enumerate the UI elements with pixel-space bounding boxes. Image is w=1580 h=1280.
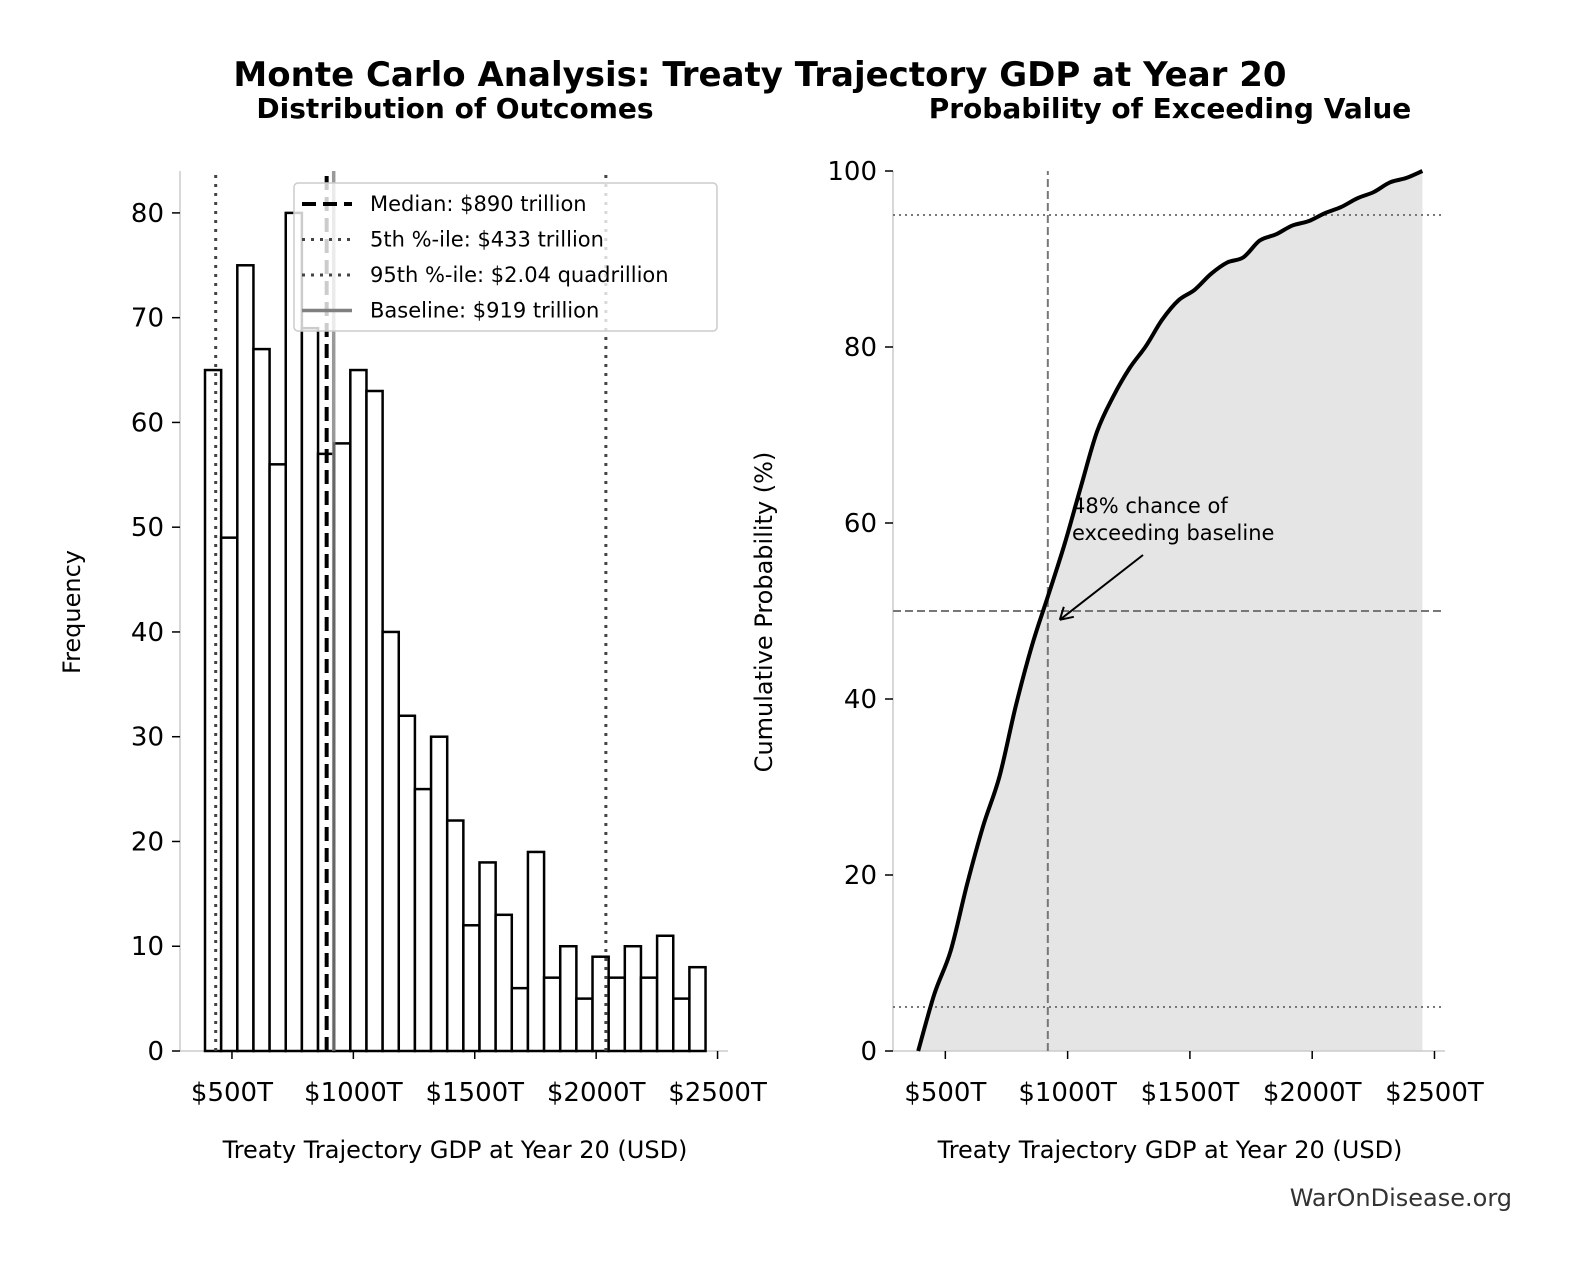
figure-title: Monte Carlo Analysis: Treaty Trajectory … [233, 55, 1286, 95]
histogram-bar [510, 986, 530, 1053]
annotation-arrow [1059, 554, 1144, 621]
histogram-bar [300, 326, 320, 1053]
legend-entry: Baseline: $919 trillion [370, 299, 599, 323]
cdf-panel: $500T $1000T $1500T $2000T $2500T 0 20 40 60 80 10… [827, 157, 1484, 1108]
legend-box [293, 182, 718, 332]
histogram-bar [284, 211, 304, 1053]
cdf-x-tick-label: $2500T [1385, 1078, 1484, 1108]
hist-x-tick-label: $500T [191, 1078, 273, 1108]
hist-y-tick-label: 70 [131, 304, 164, 334]
cdf-y-tick-label: 100 [827, 157, 877, 187]
legend-entry: 95th %-ile: $2.04 quadrillion [370, 263, 669, 287]
histogram-bar [655, 934, 675, 1053]
histogram-bar [478, 861, 497, 1053]
histogram-bar [494, 913, 514, 1053]
histogram-bar [219, 536, 239, 1053]
right-subtitle: Probability of Exceeding Value [929, 92, 1412, 125]
left-subtitle: Distribution of Outcomes [256, 92, 653, 125]
arrow-head-icon [1058, 606, 1075, 621]
cdf-x-tick-label: $1000T [1018, 1078, 1117, 1108]
left-xlabel: Treaty Trajectory GDP at Year 20 (USD) [222, 1136, 688, 1164]
histogram-bar [575, 997, 594, 1053]
histogram-bar [671, 997, 691, 1053]
hist-y-tick-label: 10 [131, 932, 164, 962]
histogram-bar [413, 787, 433, 1053]
histogram-bar [607, 976, 627, 1053]
cdf-y-tick-label: 60 [844, 509, 877, 539]
hist-y-tick-label: 50 [131, 513, 164, 543]
hist-y-tick-label: 20 [131, 827, 164, 857]
hist-x-tick-label: $1000T [304, 1078, 403, 1108]
legend: Median: $890 trillion 5th %-ile: $433 tri… [293, 182, 718, 332]
histogram-bar [688, 965, 707, 1053]
right-ylabel: Cumulative Probability (%) [750, 452, 778, 773]
hist-y-tick-label: 80 [131, 199, 164, 229]
hist-y-tick-label: 30 [131, 723, 164, 753]
legend-entry: Median: $890 trillion [370, 192, 587, 216]
cdf-y-tick-label: 0 [860, 1037, 877, 1067]
hist-x-tick-label: $1500T [425, 1078, 524, 1108]
cdf-x-tick-label: $2000T [1263, 1078, 1362, 1108]
right-xlabel: Treaty Trajectory GDP at Year 20 (USD) [937, 1136, 1403, 1164]
histogram-bar [203, 368, 223, 1053]
hist-y-tick-label: 0 [147, 1037, 164, 1067]
histogram-bar [236, 264, 255, 1053]
histogram-bar [623, 944, 643, 1053]
histogram-bar [445, 819, 465, 1053]
hist-x-tick-label: $2500T [668, 1078, 767, 1108]
legend-entry: 5th %-ile: $433 trillion [370, 228, 604, 252]
cdf-x-tick-label: $1500T [1141, 1078, 1240, 1108]
histogram-bar [429, 735, 449, 1053]
histogram-bar [462, 924, 481, 1053]
cdf-y-tick-label: 20 [844, 861, 877, 891]
hist-y-tick-label: 60 [131, 408, 164, 438]
histogram-bar [397, 714, 417, 1053]
cdf-y-tick-label: 80 [844, 333, 877, 363]
histogram-bar [526, 850, 546, 1053]
watermark: WarOnDisease.org [1290, 1184, 1512, 1212]
histogram-bar [542, 976, 562, 1053]
histogram-bar [381, 630, 401, 1053]
histogram-bar [558, 944, 578, 1053]
hist-x-tick-label: $2000T [547, 1078, 646, 1108]
annotation-text: exceeding baseline [1072, 521, 1274, 545]
annotation-text: 48% chance of [1072, 494, 1228, 518]
histogram-bar [365, 389, 384, 1053]
cdf-x-tick-label: $500T [904, 1078, 986, 1108]
left-ylabel: Frequency [58, 550, 86, 674]
histogram-bar [268, 463, 287, 1053]
hist-y-tick-label: 40 [131, 618, 164, 648]
histogram-panel: $500T $1000T $1500T $2000T $2500T 0 10 20 30 40 50… [131, 171, 767, 1108]
histogram-bar [639, 976, 659, 1053]
histogram-bar [252, 347, 271, 1053]
cdf-y-tick-label: 40 [844, 685, 877, 715]
histogram-bar [332, 442, 352, 1053]
histogram-bar [349, 368, 368, 1053]
cdf-line [916, 169, 1424, 1052]
